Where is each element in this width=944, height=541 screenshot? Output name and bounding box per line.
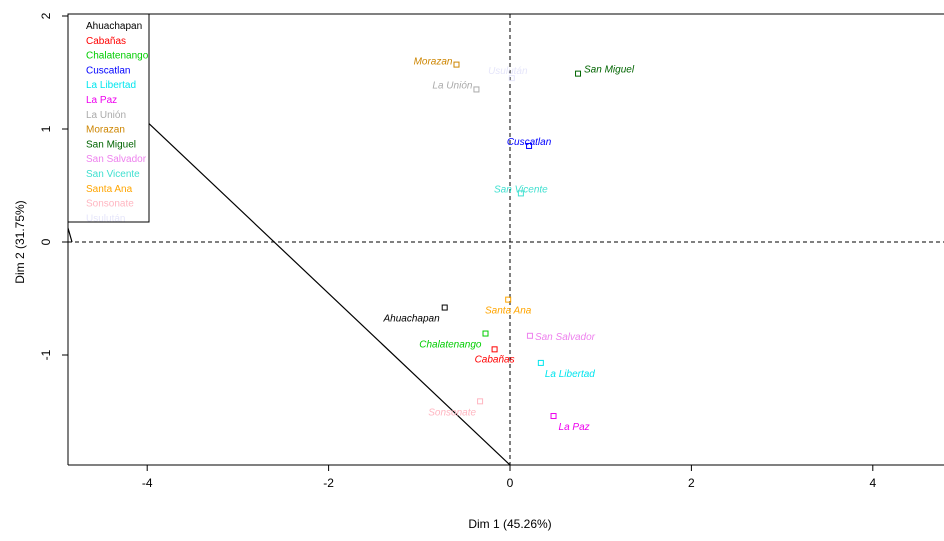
- point-label: La Paz: [559, 422, 590, 433]
- legend-entry: Sonsonate: [86, 199, 134, 210]
- data-point: [441, 304, 448, 311]
- point-label: Morazan: [414, 57, 453, 68]
- x-tick-label: 4: [869, 476, 876, 490]
- data-point: [517, 190, 524, 197]
- point-label: San Vicente: [494, 184, 548, 195]
- data-point: [526, 332, 533, 339]
- y-tick-label: -1: [39, 349, 53, 360]
- data-point: [575, 70, 582, 77]
- data-point: [550, 413, 557, 420]
- data-point: [473, 86, 480, 93]
- point-label: San Salvador: [535, 332, 596, 343]
- legend-box: [67, 13, 150, 223]
- data-point: [453, 61, 460, 68]
- data-point: [526, 142, 533, 149]
- y-tick-label: 0: [39, 238, 53, 245]
- legend-entry: La Unión: [86, 110, 126, 121]
- point-label: Cuscatlan: [507, 137, 552, 148]
- legend-entry: Morazan: [86, 125, 125, 136]
- data-point: [508, 75, 515, 82]
- point-label: Sonsonate: [428, 407, 476, 418]
- legend-entry: Usulután: [86, 213, 125, 224]
- data-point: [482, 330, 489, 337]
- data-point: [537, 359, 544, 366]
- legend-entry: San Miguel: [86, 139, 136, 150]
- point-label: Chalatenango: [419, 340, 482, 351]
- y-tick-label: 2: [39, 12, 53, 19]
- y-axis-title: Dim 2 (31.75%): [13, 200, 27, 283]
- point-label: Cabañas: [475, 354, 515, 365]
- point-label: Usulután: [488, 66, 528, 77]
- x-axis-title: Dim 1 (45.26%): [468, 517, 551, 531]
- y-tick-label: 1: [39, 125, 53, 132]
- legend-entry: Santa Ana: [86, 184, 133, 195]
- x-tick-label: -2: [323, 476, 334, 490]
- legend-entry: Cabañas: [86, 36, 126, 47]
- legend-entry: La Libertad: [86, 80, 136, 91]
- legend-entry: Ahuachapan: [86, 21, 142, 32]
- legend-entry: San Salvador: [86, 154, 147, 165]
- x-tick-label: 0: [507, 476, 514, 490]
- legend-entry: Chalatenango: [86, 51, 149, 62]
- data-point: [491, 346, 498, 353]
- x-tick-label: 2: [688, 476, 695, 490]
- point-label: La Libertad: [545, 369, 595, 380]
- point-label: Ahuachapan: [383, 314, 441, 325]
- data-point: [505, 296, 512, 303]
- legend-entry: La Paz: [86, 95, 117, 106]
- circle-arc-tick: [68, 227, 73, 243]
- point-label: Santa Ana: [485, 306, 532, 317]
- data-point: [477, 398, 484, 405]
- x-tick-label: -4: [142, 476, 153, 490]
- point-label: La Unión: [432, 80, 472, 91]
- legend-entry: Cuscatlan: [86, 65, 130, 76]
- point-label: San Miguel: [584, 65, 635, 76]
- legend-entry: San Vicente: [86, 169, 140, 180]
